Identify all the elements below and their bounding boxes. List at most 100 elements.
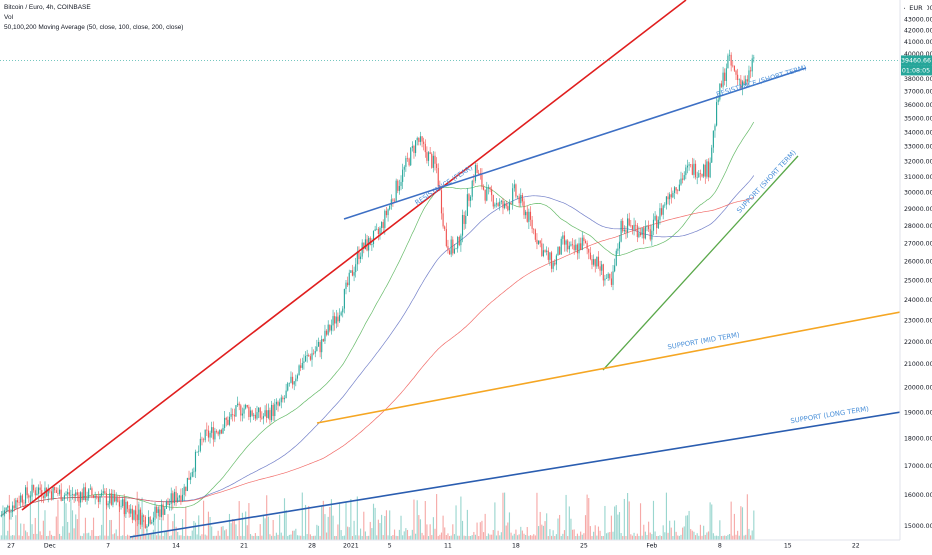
candle-body (143, 515, 145, 517)
volume-bar (340, 530, 342, 540)
volume-bar (13, 535, 15, 540)
volume-bar (652, 500, 655, 540)
volume-bar (473, 531, 475, 540)
candle-body (677, 190, 679, 192)
candle-body (225, 417, 227, 420)
volume-bar (55, 516, 57, 540)
volume-bar (149, 534, 151, 540)
volume-bar (474, 534, 477, 540)
candle-body (405, 158, 407, 167)
candle-body (70, 494, 72, 496)
volume-bar (338, 502, 341, 540)
candle-body (97, 496, 99, 502)
volume-bar (167, 514, 169, 540)
candle-body (193, 471, 195, 473)
volume-bar (538, 526, 540, 540)
candle-body (458, 237, 460, 246)
candle-body (696, 177, 698, 178)
candle-body (144, 516, 146, 528)
support-short-trendline[interactable] (602, 155, 799, 371)
volume-bar (110, 519, 112, 540)
volume-bar (372, 503, 375, 540)
volume-bar (410, 535, 412, 540)
y-tick-label: 17000.00 (904, 463, 932, 470)
volume-bar (743, 535, 745, 540)
candle-body (272, 404, 274, 417)
candle-body (638, 233, 640, 237)
trendlines[interactable]: RESISTANCE (FEAR) RESISTANCE (SHORT TERM)… (21, 0, 932, 538)
volume-bar (267, 516, 269, 540)
volume-bar (384, 515, 386, 540)
candle-body (398, 185, 400, 191)
support-mid-trendline[interactable] (316, 305, 932, 424)
volume-bar (392, 535, 394, 540)
candle-body (212, 427, 214, 440)
candle-body (470, 196, 472, 201)
candle-body (314, 350, 316, 354)
candle-body (648, 225, 650, 230)
volume-bar (531, 535, 533, 540)
candle-body (290, 376, 292, 383)
volume-bar (607, 532, 609, 540)
ma-50-line (1, 121, 755, 516)
candle-body (436, 163, 438, 168)
volume-bar (495, 535, 498, 540)
volume-bar (567, 535, 569, 540)
volume-bar (662, 525, 664, 540)
symbol-title[interactable]: Bitcoin / Euro, 4h, COINBASE (4, 4, 91, 11)
candle-body (722, 72, 724, 87)
candle-body (581, 237, 583, 250)
volume-bar (314, 535, 316, 540)
volume-bar (722, 535, 724, 540)
y-tick-label: 20000.00 (904, 385, 932, 392)
resistance-short-trendline[interactable] (343, 67, 807, 220)
volume-bar (408, 535, 410, 540)
candle-body (83, 487, 85, 501)
candle-body (24, 487, 27, 504)
resistance-fear-trendline[interactable] (21, 0, 687, 511)
volume-bar (541, 524, 543, 540)
candle-body (28, 495, 30, 498)
candle-body (453, 248, 455, 254)
volume-bar (186, 535, 188, 540)
price-axis[interactable]: 15000.00 16000.00 17000.00 18000.00 19000.00… (899, 0, 932, 550)
volume-bar (544, 521, 546, 540)
volume-bar (583, 533, 585, 540)
ma-legend[interactable]: 50,100,200 Moving Average (50, close, 10… (4, 24, 184, 31)
candle-body (204, 429, 206, 441)
volume-bar (542, 525, 544, 540)
volume-bar (559, 514, 561, 540)
ma-100-line (1, 175, 755, 516)
time-axis[interactable]: 27 Dec 7 14 21 28 2021 5 11 18 25 Feb 8 15 22 (0, 539, 932, 550)
volume-bar (160, 518, 163, 540)
volume-bar (41, 535, 43, 540)
support-long-trendline[interactable] (129, 406, 932, 538)
support-long-label: SUPPORT (LONG TERM) (790, 405, 870, 425)
volume-bar (135, 505, 137, 540)
volume-bar (300, 535, 302, 540)
candle-body (659, 208, 661, 220)
volume-bar (385, 510, 388, 540)
candle-body (12, 505, 14, 513)
candle-body (39, 487, 41, 491)
candle-body (131, 508, 133, 520)
volume-bar (604, 505, 606, 540)
volume-legend[interactable]: Vol (4, 14, 14, 21)
volume-bar (424, 501, 426, 540)
candle-body (115, 497, 117, 502)
volume-bar (426, 524, 428, 540)
candle-body (712, 130, 714, 148)
volume-bar (379, 523, 381, 540)
candle-body (275, 401, 277, 405)
candle-body (571, 244, 574, 246)
candle-body (392, 199, 394, 201)
volume-bar (304, 504, 307, 540)
candle-body (709, 162, 711, 178)
volume-bar (34, 517, 36, 540)
candle-body (555, 255, 557, 265)
candle-body (107, 503, 109, 506)
volume-bar (635, 535, 637, 540)
volume-bar (491, 534, 493, 540)
